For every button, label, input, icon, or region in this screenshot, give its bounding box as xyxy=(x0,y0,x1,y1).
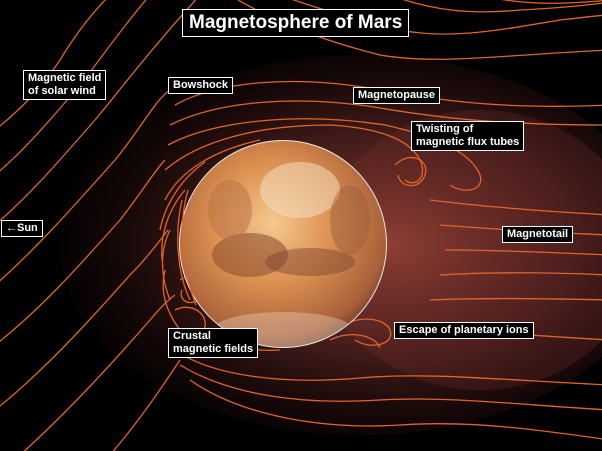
label-magnetotail: Magnetotail xyxy=(502,226,574,243)
mars-planet xyxy=(179,140,387,348)
label-sun-direction: ←Sun xyxy=(1,220,43,237)
label-twisting-flux-tubes: Twisting of magnetic flux tubes xyxy=(411,121,525,151)
label-twisting-line2: magnetic flux tubes xyxy=(416,136,520,148)
label-crustal-line1: Crustal xyxy=(173,330,211,342)
label-twisting-line1: Twisting of xyxy=(416,123,474,135)
label-solar-wind-field-line1: Magnetic field xyxy=(28,72,102,84)
label-solar-wind-field-line2: of solar wind xyxy=(28,85,96,97)
label-ion-escape: Escape of planetary ions xyxy=(394,322,534,339)
label-solar-wind-field: Magnetic field of solar wind xyxy=(23,70,107,100)
diagram-title: Magnetosphere of Mars xyxy=(182,9,410,37)
label-crustal-fields: Crustal magnetic fields xyxy=(168,328,259,358)
label-bowshock: Bowshock xyxy=(168,77,234,94)
label-crustal-line2: magnetic fields xyxy=(173,343,254,355)
label-magnetopause: Magnetopause xyxy=(353,87,441,104)
